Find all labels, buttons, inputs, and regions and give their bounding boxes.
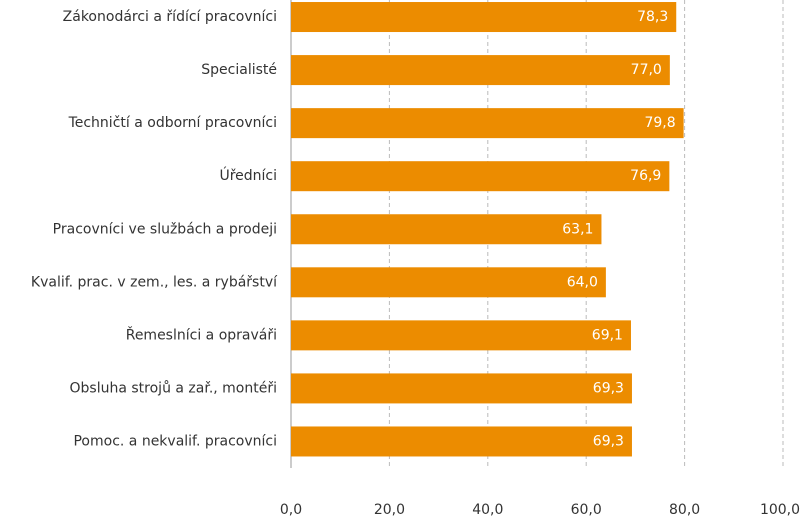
x-tick-label: 40,0 <box>472 502 503 518</box>
bar <box>291 108 684 139</box>
bar <box>291 214 602 245</box>
value-label: 64,0 <box>567 274 598 290</box>
value-label: 78,3 <box>637 9 668 25</box>
y-tick-label: Pracovníci ve službách a prodeji <box>53 221 277 237</box>
y-tick-label: Zákonodárci a řídící pracovníci <box>63 9 277 25</box>
value-label: 69,3 <box>593 433 624 449</box>
y-tick-label: Obsluha strojů a zař., montéři <box>70 380 277 396</box>
bar <box>291 320 631 351</box>
bar <box>291 2 677 33</box>
value-label: 63,1 <box>562 221 593 237</box>
y-tick-label: Úředníci <box>219 166 277 184</box>
x-tick-label: 20,0 <box>374 502 405 518</box>
x-tick-label: 60,0 <box>571 502 602 518</box>
x-tick-label: 100,0 <box>760 502 800 518</box>
value-label: 76,9 <box>630 168 661 184</box>
bar <box>291 267 606 298</box>
bar <box>291 373 632 404</box>
y-tick-label: Techničtí a odborní pracovníci <box>68 115 277 131</box>
value-label: 77,0 <box>631 62 662 78</box>
y-tick-label: Specialisté <box>201 62 277 78</box>
bar <box>291 161 670 192</box>
y-tick-label: Pomoc. a nekvalif. pracovníci <box>73 433 277 449</box>
bar <box>291 426 632 457</box>
value-label: 79,8 <box>644 115 675 131</box>
y-tick-label: Řemeslníci a opraváři <box>126 326 277 343</box>
x-tick-label: 0,0 <box>280 502 302 518</box>
value-label: 69,1 <box>592 327 623 343</box>
value-label: 69,3 <box>593 380 624 396</box>
bar <box>291 55 670 86</box>
y-tick-label: Kvalif. prac. v zem., les. a rybářství <box>31 274 278 290</box>
x-tick-label: 80,0 <box>669 502 700 518</box>
